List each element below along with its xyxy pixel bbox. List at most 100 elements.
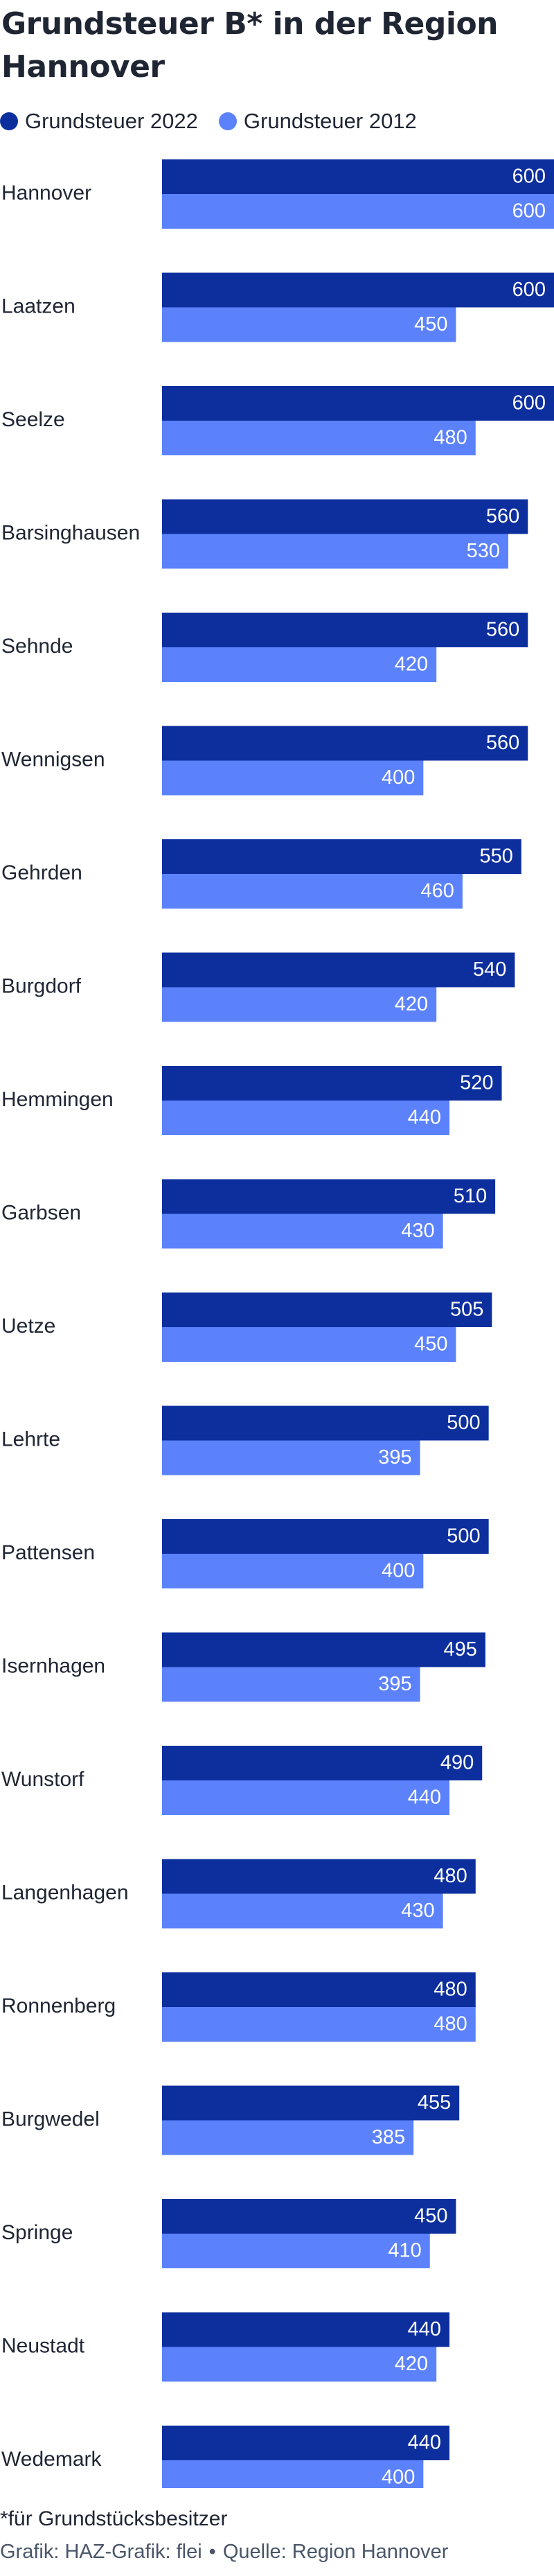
bar-lehrte-2012 [162, 1440, 420, 1475]
bar-neustadt-2012 [162, 2347, 437, 2382]
bar-wedemark-2012 [162, 2460, 424, 2488]
bar-hemmingen-2022 [162, 1066, 502, 1101]
category-label-uetze: Uetze [1, 1315, 55, 1338]
category-label-burgwedel: Burgwedel [1, 2108, 100, 2130]
value-label-ronnenberg-2012: 480 [434, 2013, 467, 2035]
value-label-barsinghausen-2012: 530 [467, 540, 500, 562]
bar-langenhagen-2012 [162, 1893, 443, 1929]
value-label-burgdorf-2012: 420 [395, 993, 428, 1015]
category-label-ronnenberg: Ronnenberg [1, 1995, 116, 2017]
value-label-garbsen-2012: 430 [401, 1220, 434, 1242]
value-label-hemmingen-2022: 520 [460, 1072, 493, 1094]
bar-ronnenberg-2012 [162, 2007, 476, 2042]
legend-label-2022: Grundsteuer 2022 [25, 109, 198, 133]
category-label-wedemark: Wedemark [1, 2448, 102, 2471]
value-label-burgdorf-2022: 540 [473, 958, 506, 981]
bar-wedemark-2022 [162, 2426, 450, 2460]
category-label-springe: Springe [1, 2221, 73, 2244]
value-label-hannover-2012: 600 [512, 200, 546, 222]
category-label-lehrte: Lehrte [1, 1428, 60, 1451]
value-label-lehrte-2022: 500 [447, 1412, 480, 1434]
value-label-wedemark-2012: 400 [382, 2467, 415, 2488]
value-label-pattensen-2022: 500 [447, 1525, 480, 1548]
bar-burgwedel-2012 [162, 2120, 414, 2155]
value-label-burgwedel-2012: 385 [372, 2126, 405, 2148]
category-label-barsinghausen: Barsinghausen [1, 521, 140, 544]
value-label-sehnde-2022: 560 [486, 619, 519, 641]
bar-hannover-2012 [162, 194, 554, 229]
value-label-wunstorf-2012: 440 [408, 1787, 441, 1809]
value-label-burgwedel-2022: 455 [418, 2092, 451, 2114]
bar-sehnde-2012 [162, 647, 437, 682]
category-label-neustadt: Neustadt [1, 2334, 85, 2357]
bar-laatzen-2012 [162, 307, 456, 342]
bar-sehnde-2022 [162, 613, 528, 647]
bar-barsinghausen-2022 [162, 499, 528, 534]
value-label-springe-2022: 450 [414, 2205, 447, 2227]
bar-burgwedel-2022 [162, 2085, 460, 2121]
category-label-gehrden: Gehrden [1, 861, 82, 884]
bar-burgdorf-2022 [162, 952, 515, 988]
value-label-laatzen-2012: 450 [414, 313, 447, 335]
value-label-gehrden-2022: 550 [479, 845, 512, 868]
value-label-langenhagen-2012: 430 [401, 1900, 434, 1922]
bar-barsinghausen-2012 [162, 534, 508, 569]
category-label-hemmingen: Hemmingen [1, 1088, 114, 1111]
value-label-ronnenberg-2022: 480 [434, 1979, 467, 2001]
value-label-langenhagen-2022: 480 [434, 1865, 467, 1887]
bar-ronnenberg-2022 [162, 1972, 476, 2007]
footnote: *für Grundstücksbesitzer [0, 2507, 228, 2530]
value-label-isernhagen-2012: 395 [378, 1673, 411, 1695]
source-grafik: Grafik: HAZ-Grafik: flei [0, 2541, 202, 2563]
bar-springe-2012 [162, 2234, 430, 2268]
bar-isernhagen-2012 [162, 1667, 420, 1702]
bar-burgdorf-2012 [162, 987, 437, 1022]
category-label-seelze: Seelze [1, 408, 65, 431]
category-label-pattensen: Pattensen [1, 1541, 95, 1564]
legend-swatch-2022 [0, 112, 18, 130]
value-label-wunstorf-2022: 490 [440, 1752, 474, 1774]
legend-item-2012: Grundsteuer 2012 [218, 109, 417, 134]
bar-isernhagen-2022 [162, 1632, 485, 1667]
bar-hannover-2022 [162, 159, 554, 194]
legend-label-2012: Grundsteuer 2012 [243, 109, 417, 133]
bar-seelze-2022 [162, 386, 554, 421]
category-label-laatzen: Laatzen [1, 295, 75, 317]
value-label-seelze-2012: 480 [434, 427, 467, 449]
bar-wunstorf-2012 [162, 1780, 450, 1815]
category-label-burgdorf: Burgdorf [1, 974, 82, 997]
bar-neustadt-2022 [162, 2312, 450, 2347]
bar-seelze-2012 [162, 421, 476, 455]
legend-item-2022: Grundsteuer 2022 [0, 109, 198, 134]
value-label-wedemark-2022: 440 [408, 2432, 441, 2454]
value-label-seelze-2022: 600 [512, 392, 546, 414]
bar-chart: Hannover 600 600 Laatzen 600 450 Seelze 600 480 B… [1, 159, 554, 2488]
value-label-garbsen-2022: 510 [454, 1185, 487, 1207]
category-label-wunstorf: Wunstorf [1, 1768, 84, 1791]
value-label-neustadt-2022: 440 [408, 2318, 441, 2340]
chart-title: Grundsteuer B* in der Region Hannover [1, 6, 499, 85]
value-label-gehrden-2012: 460 [421, 880, 454, 902]
value-label-springe-2012: 410 [388, 2240, 421, 2262]
value-label-isernhagen-2022: 495 [444, 1638, 477, 1661]
value-label-wennigsen-2022: 560 [486, 732, 519, 754]
bar-garbsen-2012 [162, 1213, 443, 1249]
bar-hemmingen-2012 [162, 1101, 450, 1135]
legend-swatch-2012 [218, 112, 237, 130]
value-label-neustadt-2012: 420 [395, 2353, 428, 2375]
category-label-wennigsen: Wennigsen [1, 748, 105, 771]
value-label-barsinghausen-2022: 560 [486, 505, 519, 527]
value-label-sehnde-2012: 420 [395, 654, 428, 676]
source-separator: • [208, 2541, 216, 2563]
value-label-laatzen-2022: 600 [512, 279, 546, 301]
bar-uetze-2012 [162, 1327, 456, 1362]
value-label-hemmingen-2012: 440 [408, 1107, 441, 1129]
bar-pattensen-2022 [162, 1519, 489, 1554]
value-label-uetze-2022: 505 [450, 1299, 483, 1321]
legend: Grundsteuer 2022 Grundsteuer 2012 [0, 104, 438, 139]
bar-pattensen-2012 [162, 1554, 424, 1588]
source-quelle: Quelle: Region Hannover [222, 2541, 449, 2563]
value-label-uetze-2012: 450 [414, 1333, 447, 1356]
bar-langenhagen-2022 [162, 1859, 476, 1894]
category-label-hannover: Hannover [1, 182, 91, 204]
